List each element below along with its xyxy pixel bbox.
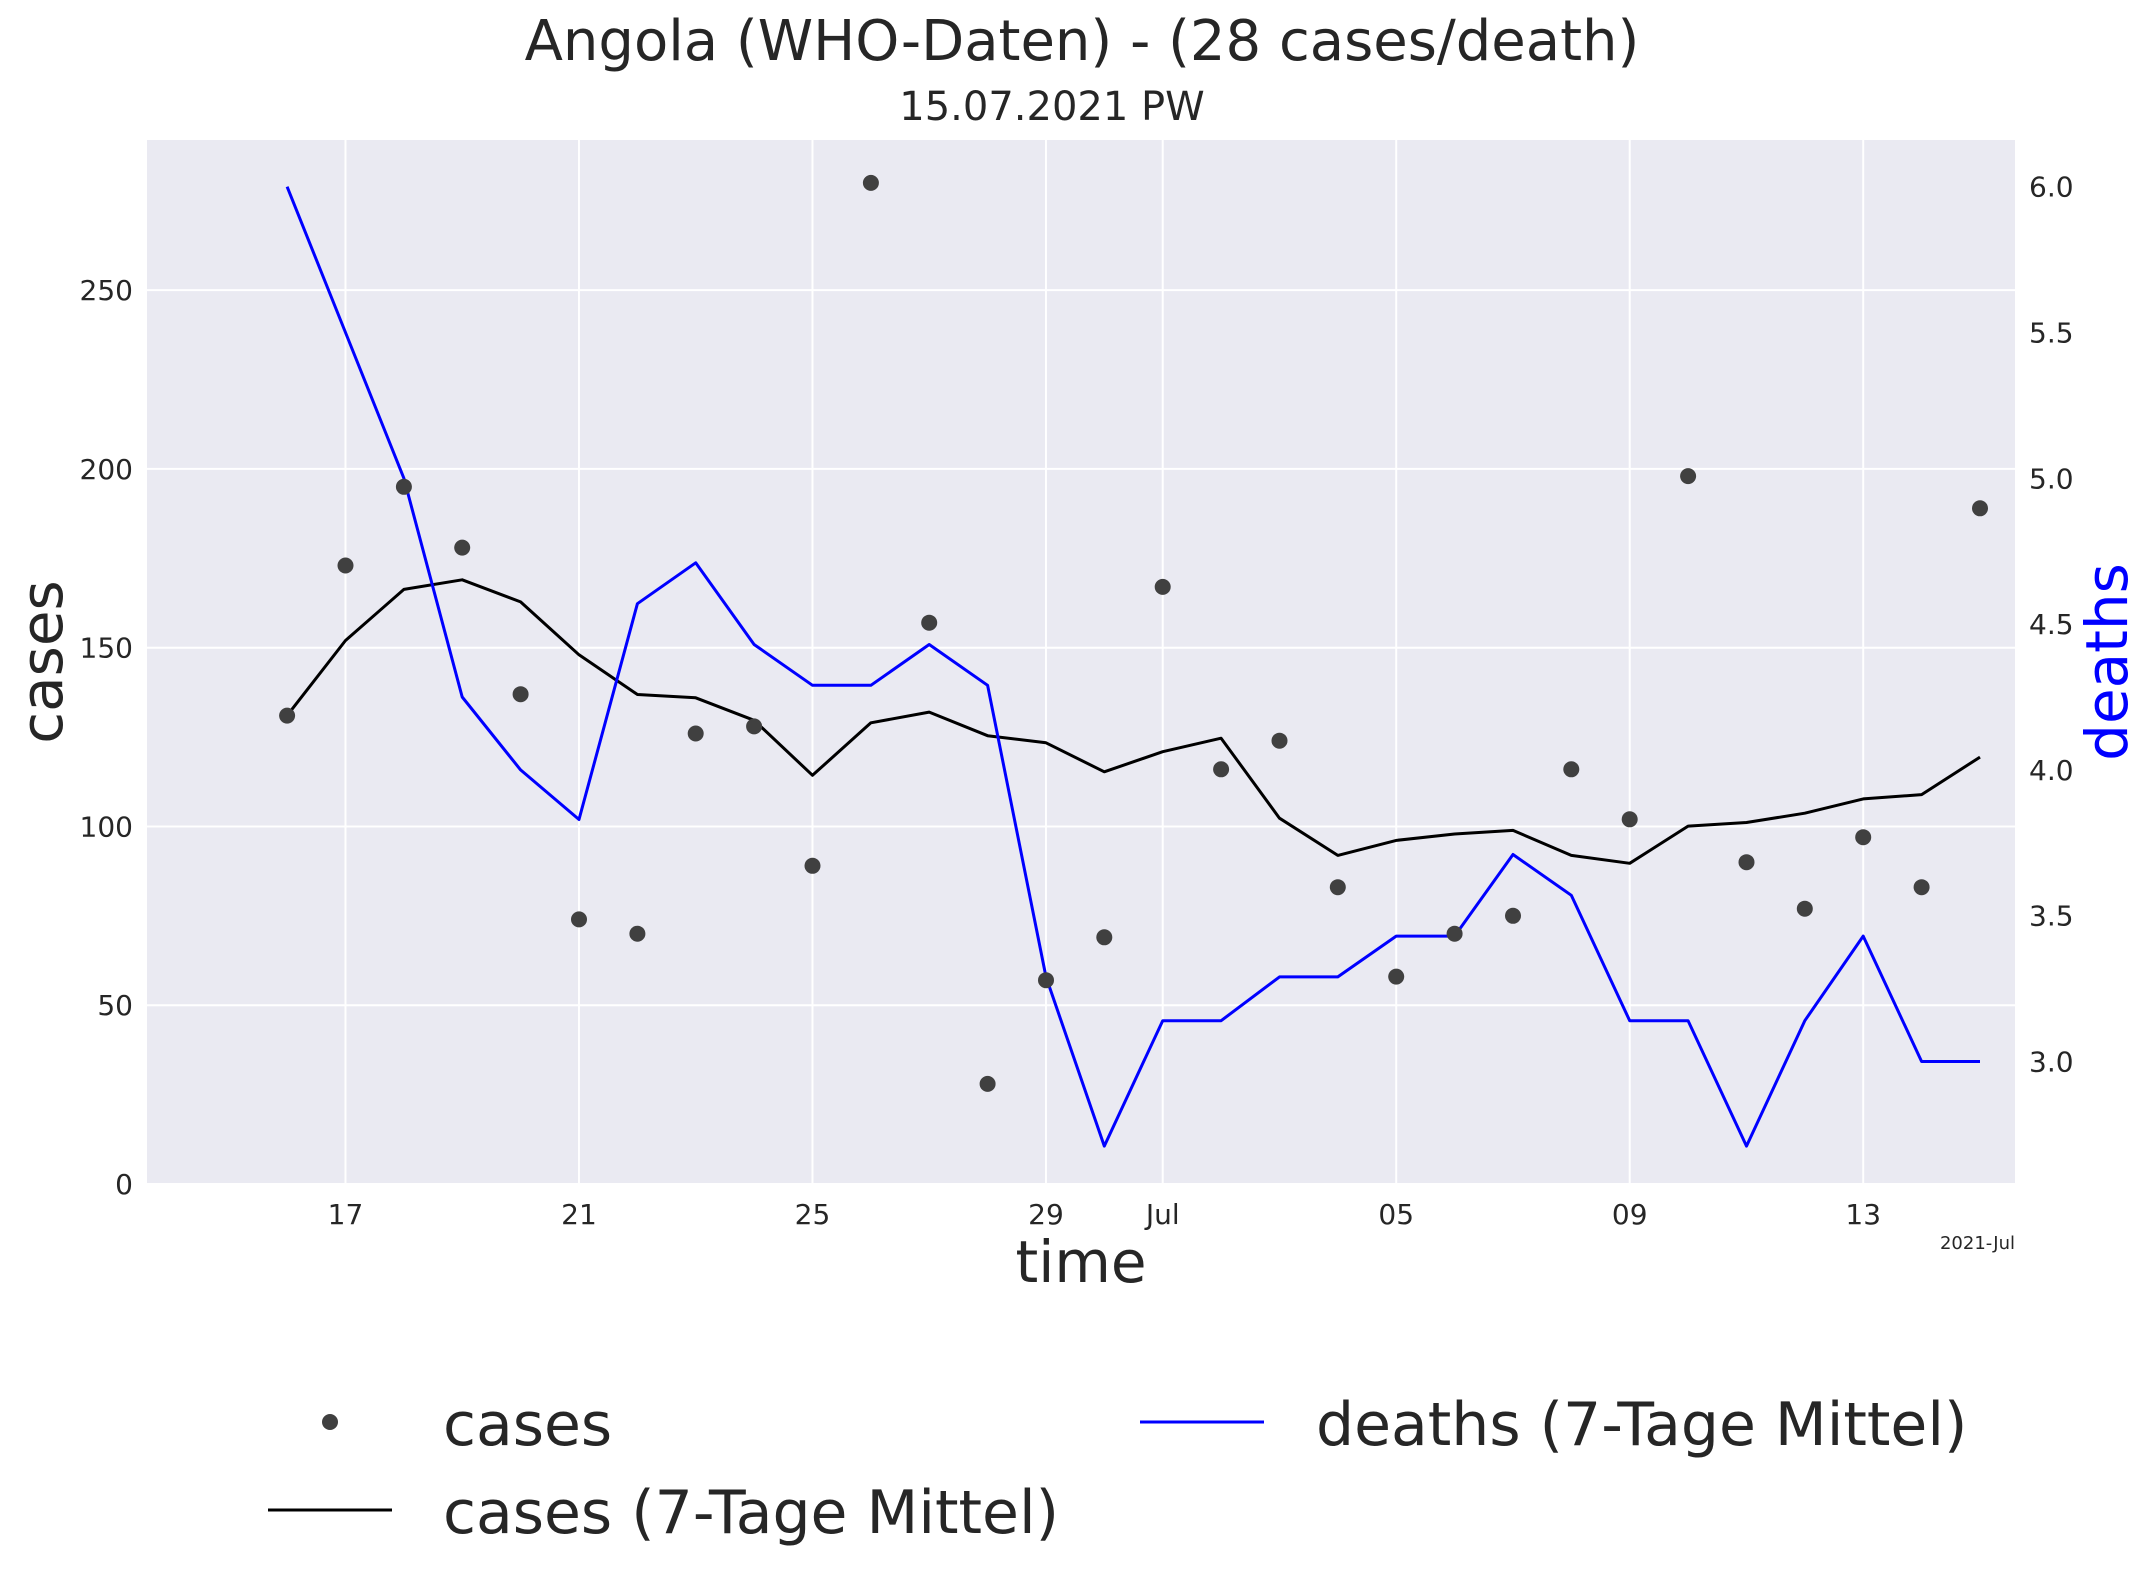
cases-point — [1213, 761, 1230, 778]
cases-point — [1154, 578, 1171, 595]
y2-axis-label: deaths — [2073, 563, 2141, 761]
cases-point — [1680, 468, 1697, 485]
cases-point — [1913, 879, 1930, 896]
cases-point — [687, 725, 704, 742]
legend-label-deaths-avg: deaths (7-Tage Mittel) — [1316, 1390, 1967, 1460]
cases-point — [1621, 811, 1638, 828]
cases-point — [512, 686, 529, 703]
y-tick-label: 250 — [80, 274, 133, 307]
cases-point — [279, 707, 296, 724]
x-tick-label: 21 — [561, 1198, 597, 1231]
x-axis-ticks: 17 21 25 29 Jul 05 09 13 — [328, 1198, 1881, 1231]
cases-point — [1446, 925, 1463, 942]
cases-point — [979, 1075, 996, 1092]
x-tick-label: 09 — [1612, 1198, 1648, 1231]
chart-title: Angola (WHO-Daten) - (28 cases/death) — [525, 9, 1640, 74]
cases-point — [862, 174, 879, 191]
x-axis-offset-label: 2021-Jul — [1940, 1233, 2015, 1254]
y2-tick-label: 3.0 — [2029, 1046, 2074, 1079]
cases-point — [1329, 879, 1346, 896]
x-tick-label: 29 — [1028, 1198, 1064, 1231]
series-layer — [279, 174, 1988, 1148]
cases-point — [1855, 829, 1872, 846]
y-tick-label: 150 — [80, 632, 133, 665]
cases-point — [395, 478, 412, 495]
y2-tick-label: 4.0 — [2029, 754, 2074, 787]
cases-point — [1738, 854, 1755, 871]
cases-point — [629, 925, 646, 942]
y-tick-label: 100 — [80, 810, 133, 843]
y2-tick-label: 5.5 — [2029, 316, 2074, 349]
y-tick-label: 50 — [97, 989, 133, 1022]
x-tick-label: 13 — [1845, 1198, 1881, 1231]
cases-point — [571, 911, 587, 928]
x-axis-label: time — [1015, 1228, 1146, 1296]
cases-point — [337, 557, 354, 574]
x-tick-label: 25 — [795, 1198, 831, 1231]
cases-point — [1038, 972, 1054, 989]
x-tick-label: 17 — [328, 1198, 364, 1231]
legend-label-cases: cases — [443, 1390, 612, 1460]
cases-point — [454, 539, 471, 556]
x-tick-label: Jul — [1144, 1198, 1180, 1231]
y-tick-label: 200 — [80, 453, 133, 486]
grid-lines — [147, 140, 2015, 1185]
cases-point — [921, 614, 938, 631]
cases-point — [1505, 907, 1521, 924]
y2-tick-label: 6.0 — [2029, 171, 2074, 204]
cases-7day-line — [285, 578, 1981, 865]
cases-point — [1563, 761, 1580, 778]
y-tick-label: 0 — [115, 1168, 133, 1201]
cases-point — [804, 857, 821, 874]
cases-point — [1271, 732, 1288, 749]
y2-tick-label: 5.0 — [2029, 462, 2074, 495]
cases-point — [746, 718, 763, 735]
y-axis-ticks: 0 50 100 150 200 250 — [80, 274, 133, 1201]
y-axis-label: cases — [8, 580, 76, 744]
cases-point — [1388, 968, 1405, 985]
cases-point — [1972, 500, 1988, 517]
deaths-7day-line — [285, 186, 1980, 1148]
legend-label-cases-avg: cases (7-Tage Mittel) — [443, 1478, 1059, 1548]
chart-subtitle: 15.07.2021 PW — [899, 84, 1204, 130]
legend-marker-cases — [322, 1414, 338, 1430]
y2-axis-ticks: 3.0 3.5 4.0 4.5 5.0 5.5 6.0 — [2029, 171, 2074, 1079]
y2-tick-label: 4.5 — [2029, 608, 2074, 641]
x-tick-label: 05 — [1378, 1198, 1414, 1231]
legend: cases cases (7-Tage Mittel) deaths (7-Ta… — [268, 1390, 1967, 1548]
cases-point — [1796, 900, 1813, 917]
plot-area — [147, 140, 2015, 1184]
cases-point — [1096, 929, 1113, 946]
y2-tick-label: 3.5 — [2029, 900, 2074, 933]
